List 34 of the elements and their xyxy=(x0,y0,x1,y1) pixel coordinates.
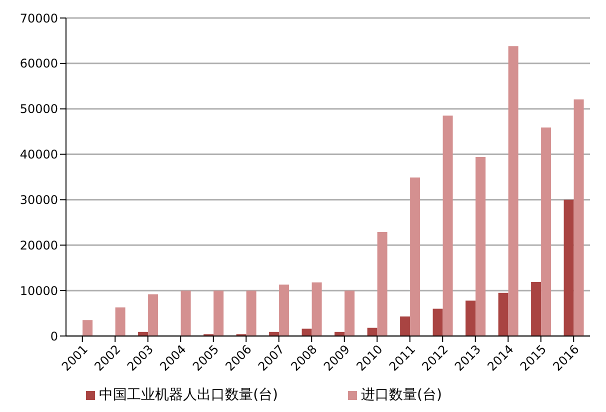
bar xyxy=(82,320,93,336)
bar xyxy=(476,157,486,336)
bar xyxy=(410,177,420,336)
bar xyxy=(302,328,312,336)
bar xyxy=(344,290,355,336)
bar xyxy=(400,316,410,336)
y-tick-label: 10000 xyxy=(20,284,58,298)
bar xyxy=(115,307,126,336)
y-tick-label: 70000 xyxy=(20,11,58,26)
bar xyxy=(246,290,256,336)
bar xyxy=(498,292,508,336)
y-tick-label: 20000 xyxy=(20,238,58,252)
bar xyxy=(442,116,453,336)
y-tick-label: 60000 xyxy=(20,56,58,71)
bar xyxy=(377,232,388,336)
y-tick-label: 30000 xyxy=(20,192,58,207)
bar xyxy=(508,46,518,336)
bar xyxy=(214,290,224,336)
bar xyxy=(312,282,322,336)
bar xyxy=(466,300,476,336)
bar xyxy=(574,99,584,336)
bar xyxy=(180,290,191,336)
legend-label: 进口数量(台) xyxy=(361,387,442,403)
bar xyxy=(564,200,574,336)
bar xyxy=(531,282,542,336)
y-tick-label: 50000 xyxy=(20,102,58,116)
bar xyxy=(432,308,443,336)
bar xyxy=(148,294,158,336)
bar xyxy=(541,127,552,336)
legend-label: 中国工业机器人出口数量(台) xyxy=(99,387,278,403)
bar xyxy=(367,328,378,336)
y-tick-label: 40000 xyxy=(20,148,58,162)
y-tick-label: 0 xyxy=(50,329,58,344)
bar xyxy=(279,284,290,336)
